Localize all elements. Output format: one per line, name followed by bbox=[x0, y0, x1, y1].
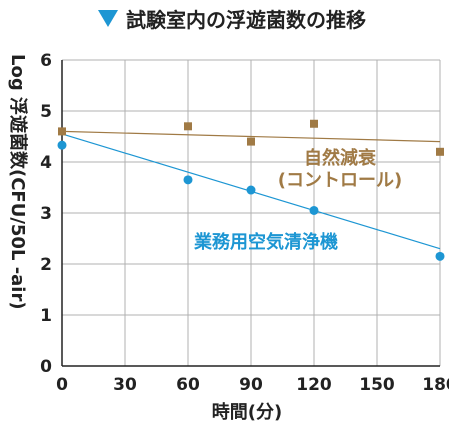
data-point-square bbox=[310, 119, 318, 128]
y-tick-label: 2 bbox=[40, 255, 52, 275]
x-tick-label: 60 bbox=[176, 375, 200, 395]
y-tick-label: 4 bbox=[40, 153, 52, 173]
trend-line bbox=[61, 130, 441, 143]
x-tick-label: 0 bbox=[56, 375, 68, 395]
y-axis-title-text: Log 浮遊菌数(CFU/50L -air) bbox=[7, 54, 29, 310]
chart-title: 試験室内の浮遊菌数の推移 bbox=[126, 8, 366, 32]
x-tick-label: 30 bbox=[113, 375, 137, 395]
x-tick-label: 150 bbox=[359, 375, 395, 395]
data-point-square bbox=[58, 127, 66, 136]
y-tick-label: 1 bbox=[40, 306, 52, 326]
data-points bbox=[57, 119, 445, 261]
x-tick-label: 180 bbox=[422, 375, 449, 395]
y-tick-label: 3 bbox=[40, 204, 52, 224]
series-label: 自然減衰 bbox=[304, 147, 377, 169]
data-point-square bbox=[436, 147, 444, 156]
y-tick-label: 6 bbox=[40, 51, 52, 71]
data-point-square bbox=[247, 137, 255, 146]
data-point-circle bbox=[309, 205, 319, 215]
grid bbox=[62, 59, 441, 366]
chart-title-group: 試験室内の浮遊菌数の推移 bbox=[98, 8, 366, 32]
data-point-circle bbox=[57, 140, 67, 150]
y-tick-label: 5 bbox=[40, 102, 52, 122]
series-labels: 自然減衰(コントロール) 業務用空気清浄機 bbox=[193, 147, 402, 253]
data-point-circle bbox=[246, 185, 256, 195]
series-label: (コントロール) bbox=[278, 170, 402, 191]
title-triangle-icon bbox=[98, 10, 118, 27]
y-axis-title: Log 浮遊菌数(CFU/50L -air) bbox=[7, 54, 29, 310]
data-point-circle bbox=[435, 251, 445, 261]
data-point-circle bbox=[183, 175, 193, 185]
y-tick-label: 0 bbox=[40, 357, 52, 377]
data-point-square bbox=[184, 122, 192, 131]
axes: 0 30 60 90 120 150 180 0 1 2 3 4 5 6 bbox=[40, 51, 449, 395]
x-tick-label: 120 bbox=[296, 375, 332, 395]
x-tick-label: 90 bbox=[239, 375, 263, 395]
x-axis-title: 時間(分) bbox=[212, 402, 282, 423]
series-label: 業務用空気清浄機 bbox=[193, 231, 338, 253]
